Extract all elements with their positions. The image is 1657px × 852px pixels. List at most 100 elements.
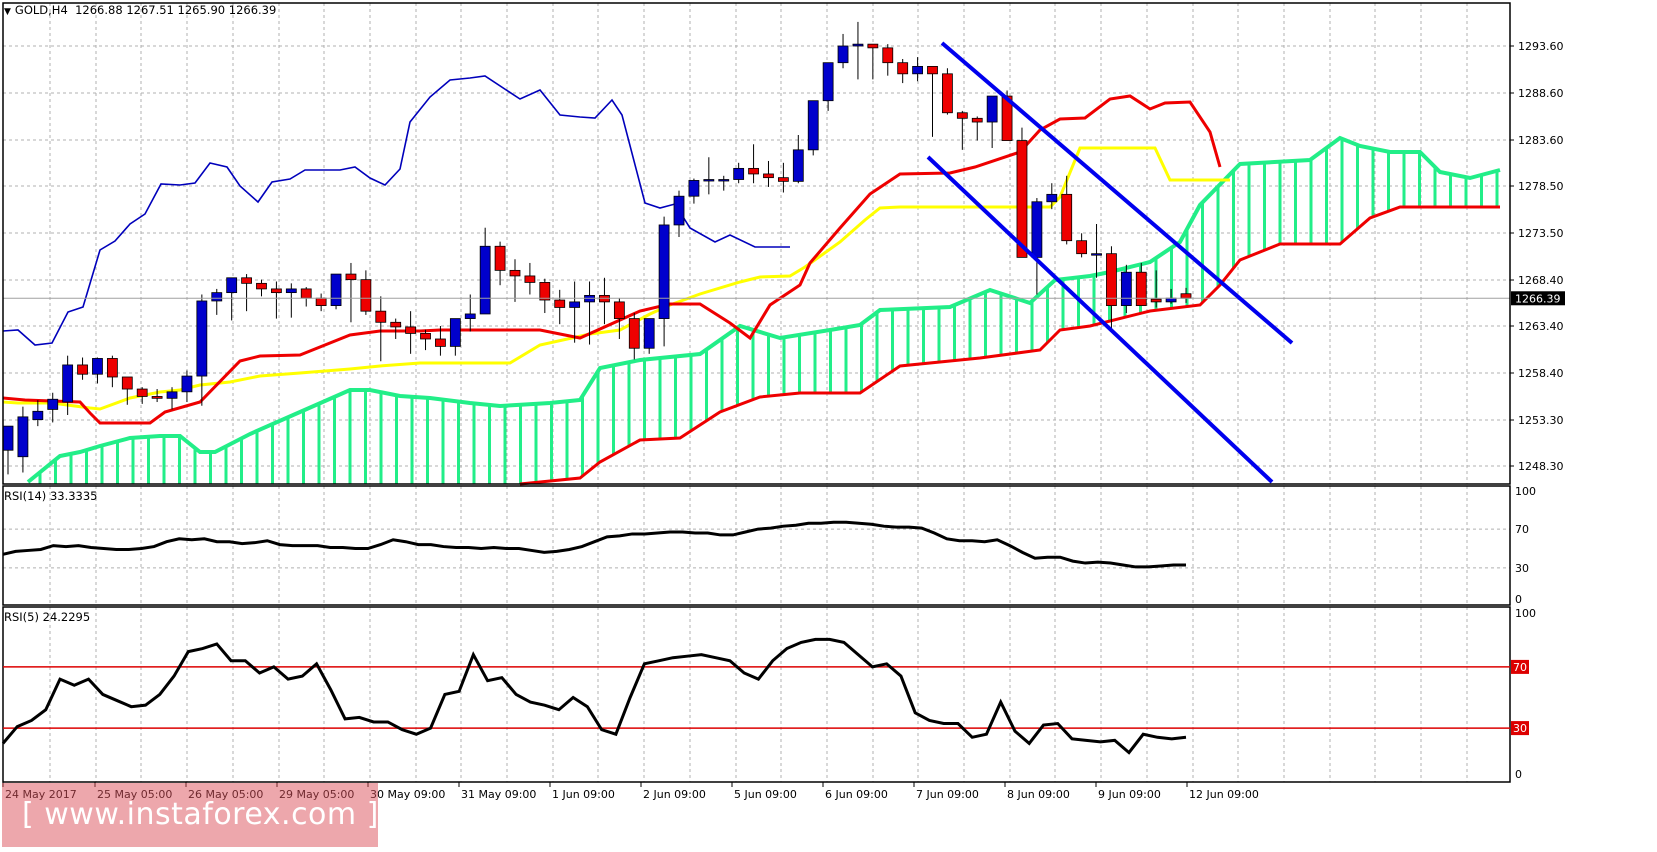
bear-candle[interactable] xyxy=(1180,293,1192,299)
bull-candle[interactable] xyxy=(226,277,238,294)
bull-candle[interactable] xyxy=(166,391,178,399)
bear-candle[interactable] xyxy=(748,167,759,175)
rsi5-level-tag xyxy=(1511,659,1529,674)
bear-candle[interactable] xyxy=(509,269,521,277)
collapse-triangle-icon[interactable]: ▼ xyxy=(4,7,11,17)
price-tick-label: 1273.50 xyxy=(1518,227,1564,240)
bull-candle[interactable] xyxy=(703,179,715,182)
channel-upper-trendline[interactable] xyxy=(940,41,1294,345)
bear-candle[interactable] xyxy=(1076,240,1088,255)
bear-candle[interactable] xyxy=(405,326,417,334)
bear-candle[interactable] xyxy=(971,117,983,123)
bull-candle[interactable] xyxy=(1031,201,1043,258)
grid xyxy=(3,3,1510,782)
bear-candle[interactable] xyxy=(554,299,566,308)
time-tick-label: 9 Jun 09:00 xyxy=(1098,788,1161,801)
bull-candle[interactable] xyxy=(1091,253,1102,256)
bull-candle[interactable] xyxy=(658,224,670,319)
ohlc-low: 1265.90 xyxy=(177,3,226,17)
watermark: [ www.instaforex.com ] xyxy=(2,783,378,847)
bull-candle[interactable] xyxy=(822,62,834,102)
bull-candle[interactable] xyxy=(2,425,14,451)
ohlc-high: 1267.51 xyxy=(126,3,174,17)
bear-candle[interactable] xyxy=(942,73,953,114)
bear-candle[interactable] xyxy=(777,177,789,182)
bear-candle[interactable] xyxy=(256,282,267,290)
bear-candle[interactable] xyxy=(121,376,133,390)
bear-candle[interactable] xyxy=(435,338,446,347)
bull-candle[interactable] xyxy=(837,45,849,64)
bear-candle[interactable] xyxy=(315,297,327,307)
bear-candle[interactable] xyxy=(360,279,372,312)
bull-candle[interactable] xyxy=(643,318,655,349)
bull-candle[interactable] xyxy=(62,364,74,403)
bear-candle[interactable] xyxy=(1001,95,1013,141)
bear-candle[interactable] xyxy=(1016,140,1028,258)
bull-candle[interactable] xyxy=(792,149,804,182)
current-price-tag-text: 1266.39 xyxy=(1515,292,1561,305)
bull-candle[interactable] xyxy=(285,288,297,294)
bear-candle[interactable] xyxy=(539,282,551,301)
bull-candle[interactable] xyxy=(92,358,103,375)
bear-candle[interactable] xyxy=(763,173,774,179)
rsi14-tick-label: 0 xyxy=(1515,593,1522,606)
rsi14-label: RSI(14) 33.3335 xyxy=(4,489,98,503)
bull-candle[interactable] xyxy=(718,179,730,182)
bull-candle[interactable] xyxy=(47,398,59,410)
bear-candle[interactable] xyxy=(1106,253,1117,307)
candlesticks xyxy=(2,21,1192,475)
bear-candle[interactable] xyxy=(271,288,282,294)
bull-candle[interactable] xyxy=(986,95,998,123)
bear-candle[interactable] xyxy=(1061,193,1073,242)
senkou-span-b-line xyxy=(519,205,1500,486)
bear-candle[interactable] xyxy=(241,277,252,284)
rsi5-level-tag-text: 70 xyxy=(1513,661,1527,674)
bull-candle[interactable] xyxy=(449,318,461,347)
bear-candle[interactable] xyxy=(136,388,148,397)
bear-candle[interactable] xyxy=(77,364,88,375)
price-tick-label: 1293.60 xyxy=(1518,40,1564,53)
bull-candle[interactable] xyxy=(569,301,581,308)
price-tick-label: 1268.40 xyxy=(1518,274,1564,287)
bear-candle[interactable] xyxy=(927,65,938,75)
bull-candle[interactable] xyxy=(17,416,29,458)
bull-candle[interactable] xyxy=(32,410,44,421)
bull-candle[interactable] xyxy=(464,313,476,319)
bull-candle[interactable] xyxy=(688,180,700,197)
bear-candle[interactable] xyxy=(524,275,536,283)
bear-candle[interactable] xyxy=(1150,298,1162,303)
senkou-span-a-line xyxy=(26,135,1501,484)
bear-candle[interactable] xyxy=(375,310,387,323)
bull-candle[interactable] xyxy=(211,292,223,302)
bull-candle[interactable] xyxy=(196,300,208,377)
bear-candle[interactable] xyxy=(613,301,625,319)
channel-lower-trendline[interactable] xyxy=(926,155,1274,484)
bear-candle[interactable] xyxy=(897,62,909,75)
bull-candle[interactable] xyxy=(912,65,923,75)
bear-candle[interactable] xyxy=(300,288,312,299)
bull-candle[interactable] xyxy=(673,195,685,226)
bear-candle[interactable] xyxy=(882,47,894,64)
bear-candle[interactable] xyxy=(345,273,357,281)
bull-candle[interactable] xyxy=(330,273,342,307)
bear-candle[interactable] xyxy=(628,318,640,349)
bull-candle[interactable] xyxy=(852,43,864,47)
bear-candle[interactable] xyxy=(494,245,506,271)
panel-frame xyxy=(2,485,1511,606)
bear-candle[interactable] xyxy=(956,112,968,119)
bull-candle[interactable] xyxy=(1046,193,1058,203)
bull-candle[interactable] xyxy=(479,245,491,315)
time-tick-label: 5 Jun 09:00 xyxy=(734,788,797,801)
bull-candle[interactable] xyxy=(733,167,745,180)
bear-candle[interactable] xyxy=(420,333,431,340)
bear-candle[interactable] xyxy=(151,396,163,399)
bull-candle[interactable] xyxy=(1120,271,1132,307)
bear-candle[interactable] xyxy=(1135,271,1147,307)
bull-candle[interactable] xyxy=(807,100,819,151)
bull-candle[interactable] xyxy=(181,375,193,393)
bear-candle[interactable] xyxy=(390,321,402,328)
bear-candle[interactable] xyxy=(867,43,879,49)
price-tick-label: 1288.60 xyxy=(1518,87,1564,100)
bear-candle[interactable] xyxy=(106,358,118,378)
